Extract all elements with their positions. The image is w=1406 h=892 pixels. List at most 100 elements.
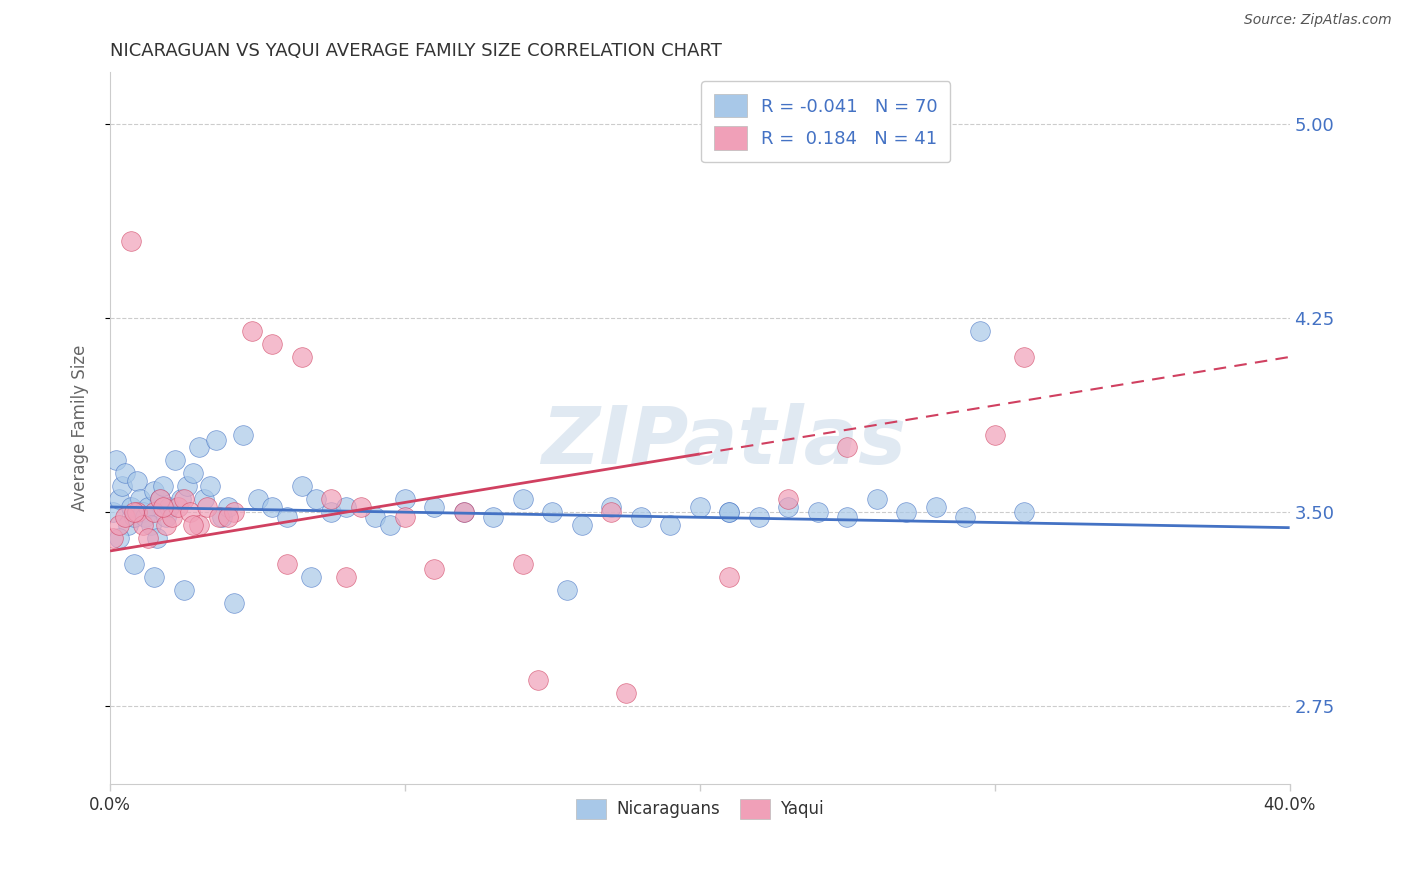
Point: [222, 505, 245, 519]
Point: [276, 510, 298, 524]
Point: [108, 518, 131, 533]
Point: [659, 518, 682, 533]
Point: [984, 427, 1007, 442]
Point: [222, 596, 245, 610]
Point: [291, 479, 314, 493]
Point: [208, 510, 231, 524]
Point: [197, 500, 219, 514]
Point: [138, 500, 160, 514]
Point: [630, 510, 652, 524]
Point: [149, 492, 172, 507]
Point: [146, 531, 169, 545]
Point: [122, 505, 145, 519]
Point: [600, 505, 623, 519]
Point: [187, 441, 209, 455]
Point: [305, 492, 328, 507]
Point: [778, 500, 800, 514]
Point: [321, 505, 343, 519]
Text: NICARAGUAN VS YAQUI AVERAGE FAMILY SIZE CORRELATION CHART: NICARAGUAN VS YAQUI AVERAGE FAMILY SIZE …: [110, 42, 721, 60]
Point: [955, 510, 977, 524]
Point: [122, 557, 145, 571]
Point: [193, 492, 215, 507]
Point: [128, 492, 150, 507]
Point: [114, 510, 136, 524]
Point: [205, 433, 228, 447]
Point: [131, 518, 153, 533]
Point: [138, 531, 160, 545]
Point: [155, 510, 177, 524]
Point: [512, 557, 534, 571]
Point: [167, 500, 190, 514]
Point: [1012, 350, 1035, 364]
Point: [152, 479, 174, 493]
Point: [837, 441, 859, 455]
Point: [173, 582, 195, 597]
Text: ZIPatlas: ZIPatlas: [541, 403, 905, 482]
Point: [143, 570, 166, 584]
Point: [149, 492, 172, 507]
Point: [350, 500, 373, 514]
Point: [200, 479, 222, 493]
Point: [181, 518, 204, 533]
Point: [925, 500, 948, 514]
Point: [321, 492, 343, 507]
Point: [335, 570, 357, 584]
Point: [837, 510, 859, 524]
Point: [176, 479, 198, 493]
Point: [170, 492, 193, 507]
Point: [689, 500, 711, 514]
Point: [394, 492, 416, 507]
Point: [526, 673, 548, 688]
Point: [141, 518, 163, 533]
Point: [181, 467, 204, 481]
Point: [896, 505, 918, 519]
Point: [262, 337, 284, 351]
Point: [453, 505, 475, 519]
Point: [125, 474, 148, 488]
Point: [134, 510, 156, 524]
Point: [211, 510, 233, 524]
Point: [571, 518, 593, 533]
Point: [276, 557, 298, 571]
Point: [108, 492, 131, 507]
Point: [969, 324, 991, 338]
Point: [423, 500, 446, 514]
Point: [163, 453, 186, 467]
Point: [101, 505, 124, 519]
Point: [173, 492, 195, 507]
Point: [179, 505, 201, 519]
Legend: Nicaraguans, Yaqui: Nicaraguans, Yaqui: [569, 793, 830, 825]
Point: [117, 518, 139, 533]
Point: [262, 500, 284, 514]
Point: [217, 500, 239, 514]
Point: [108, 531, 131, 545]
Point: [101, 531, 124, 545]
Point: [125, 505, 148, 519]
Point: [718, 505, 741, 519]
Point: [453, 505, 475, 519]
Point: [143, 484, 166, 499]
Point: [482, 510, 505, 524]
Point: [718, 505, 741, 519]
Point: [335, 500, 357, 514]
Point: [748, 510, 770, 524]
Point: [600, 500, 623, 514]
Point: [299, 570, 322, 584]
Point: [718, 570, 741, 584]
Point: [114, 467, 136, 481]
Point: [512, 492, 534, 507]
Point: [155, 518, 177, 533]
Point: [111, 479, 134, 493]
Point: [187, 518, 209, 533]
Point: [104, 453, 127, 467]
Point: [152, 500, 174, 514]
Point: [246, 492, 269, 507]
Point: [143, 505, 166, 519]
Point: [614, 686, 637, 700]
Point: [394, 510, 416, 524]
Point: [131, 505, 153, 519]
Point: [291, 350, 314, 364]
Point: [120, 500, 142, 514]
Point: [1012, 505, 1035, 519]
Point: [217, 510, 239, 524]
